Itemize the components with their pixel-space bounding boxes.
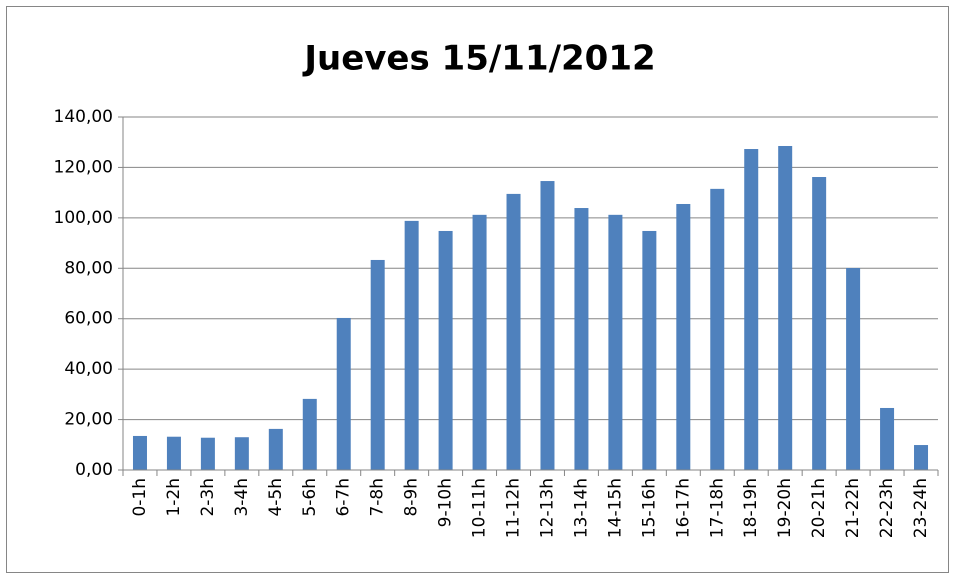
bar: [914, 445, 929, 470]
x-tick-label: 19-20h: [775, 478, 795, 538]
x-tick-label: 18-19h: [741, 478, 761, 538]
bar: [676, 203, 691, 470]
bar: [540, 181, 555, 470]
bar: [846, 268, 861, 470]
x-tick-label: 22-23h: [877, 478, 897, 538]
y-tick-label: 60,00: [64, 309, 113, 329]
x-tick-label: 16-17h: [673, 478, 693, 538]
x-tick-label: 20-21h: [809, 478, 829, 538]
bar: [506, 193, 521, 470]
y-tick-label: 120,00: [54, 157, 113, 177]
x-tick-label: 9-10h: [436, 478, 456, 527]
y-tick-label: 0,00: [75, 460, 113, 480]
x-tick-label: 10-11h: [470, 478, 490, 538]
x-tick-label: 13-14h: [571, 478, 591, 538]
x-tick-label: 17-18h: [707, 478, 727, 538]
bar: [744, 149, 759, 470]
bar: [200, 437, 215, 470]
y-tick-label: 80,00: [64, 258, 113, 278]
bar: [166, 436, 181, 470]
bar: [574, 208, 589, 471]
bar: [880, 407, 895, 470]
x-tick-label: 3-4h: [232, 478, 252, 517]
x-tick-label: 0-1h: [130, 478, 150, 517]
bar: [268, 428, 283, 470]
x-tick-label: 15-16h: [639, 478, 659, 538]
bar: [336, 317, 351, 470]
y-tick-label: 20,00: [64, 410, 113, 430]
bar: [608, 214, 623, 470]
bar: [472, 214, 487, 470]
y-tick-label: 40,00: [64, 359, 113, 379]
bar: [370, 259, 385, 470]
x-tick-label: 5-6h: [300, 478, 320, 517]
bar: [404, 220, 419, 470]
x-tick-label: 23-24h: [911, 478, 931, 538]
x-tick-label: 1-2h: [164, 478, 184, 517]
bar: [438, 230, 453, 470]
x-tick-label: 12-13h: [537, 478, 557, 538]
bar: [812, 177, 827, 470]
x-tick-label: 8-9h: [402, 478, 422, 517]
y-tick-label: 140,00: [54, 107, 113, 127]
chart-title: Jueves 15/11/2012: [302, 39, 655, 79]
x-tick-label: 6-7h: [334, 478, 354, 517]
x-tick-label: 4-5h: [266, 478, 286, 517]
bar: [234, 437, 249, 470]
x-tick-label: 11-12h: [504, 478, 524, 538]
x-tick-label: 2-3h: [198, 478, 218, 517]
y-tick-label: 100,00: [54, 208, 113, 228]
bar: [642, 230, 657, 470]
bar: [778, 145, 793, 470]
bar: [132, 435, 147, 470]
x-tick-label: 21-22h: [843, 478, 863, 538]
x-tick-label: 7-8h: [368, 478, 388, 517]
x-tick-label: 14-15h: [605, 478, 625, 538]
bar: [710, 188, 725, 470]
bar: [302, 398, 317, 470]
